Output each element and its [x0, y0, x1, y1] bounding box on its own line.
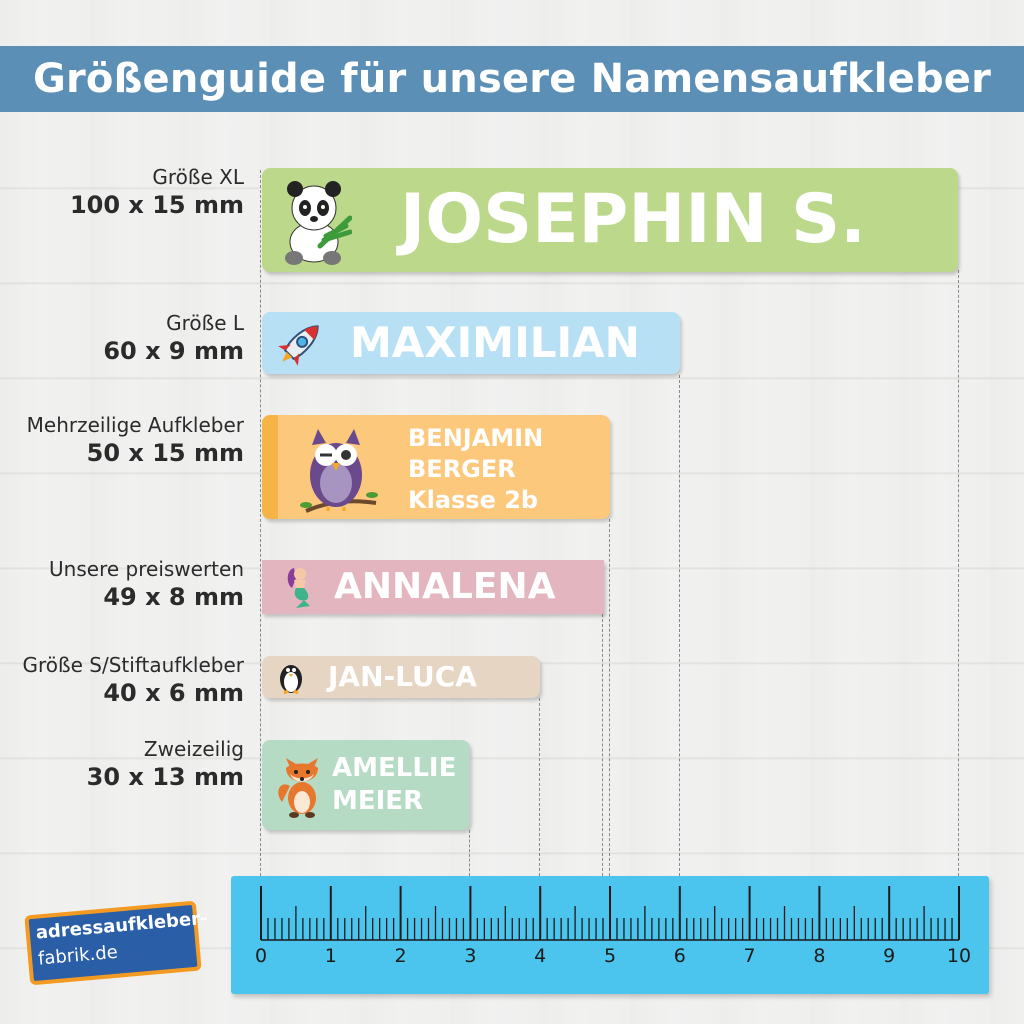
- sticker-text-line: Klasse 2b: [408, 486, 539, 514]
- sticker-text-line: BENJAMIN: [408, 424, 544, 452]
- size-label-s: Größe S/Stiftaufkleber 40 x 6 mm: [23, 652, 244, 708]
- ruler-label: 8: [813, 945, 825, 967]
- sticker-budget: ANNALENA: [262, 560, 604, 614]
- guide-line-3: [469, 830, 470, 876]
- ruler-label: 9: [883, 945, 895, 967]
- rocket-icon: [278, 325, 319, 366]
- sticker-text: JOSEPHIN S.: [400, 180, 866, 259]
- size-name: Mehrzeilige Aufkleber: [26, 413, 244, 437]
- sticker-text-block: BENJAMIN BERGER Klasse 2b: [408, 423, 543, 516]
- owl-icon: [300, 429, 378, 513]
- guide-line-4: [539, 698, 540, 876]
- guide-line-6: [679, 375, 680, 876]
- guide-line-0: [260, 170, 261, 876]
- ruler-label: 3: [464, 945, 476, 967]
- size-name: Größe L: [166, 311, 244, 335]
- size-label-twoline: Zweizeilig 30 x 13 mm: [87, 736, 244, 792]
- ruler: 0 1 2 3 4 5 6 7 8 9 10: [231, 876, 989, 994]
- sticker-xl: JOSEPHIN S.: [262, 168, 958, 272]
- ruler-label: 2: [395, 945, 407, 967]
- panda-icon: [285, 181, 352, 265]
- ruler-label: 7: [744, 945, 756, 967]
- size-dims: 30 x 13 mm: [86, 763, 244, 791]
- sticker-text-block: AMELLIE MEIER: [332, 752, 456, 818]
- guide-line-49: [602, 614, 603, 876]
- size-label-l: Größe L 60 x 9 mm: [103, 310, 244, 366]
- sticker-edge: [262, 415, 278, 519]
- guide-line-5: [609, 519, 610, 876]
- size-label-budget: Unsere preiswerten 49 x 8 mm: [49, 556, 244, 612]
- mermaid-icon: [287, 568, 310, 608]
- ruler-label: 0: [255, 945, 267, 967]
- sticker-twoline: AMELLIE MEIER: [262, 740, 470, 830]
- sticker-text-line: MEIER: [332, 786, 424, 816]
- ruler-scale: 0 1 2 3 4 5 6 7 8 9 10: [255, 886, 971, 967]
- sticker-s: JAN-LUCA: [262, 656, 540, 698]
- size-name: Größe XL: [152, 165, 244, 189]
- page-title: Größenguide für unsere Namensaufkleber: [0, 46, 1024, 112]
- size-name: Unsere preiswerten: [49, 557, 244, 581]
- sticker-text-line: BERGER: [408, 455, 516, 483]
- ruler-label: 5: [604, 945, 616, 967]
- size-dims: 40 x 6 mm: [103, 679, 244, 707]
- sticker-text: MAXIMILIAN: [350, 318, 640, 367]
- guide-line-10: [958, 270, 959, 876]
- sticker-multiline: BENJAMIN BERGER Klasse 2b: [262, 415, 610, 519]
- size-dims: 50 x 15 mm: [86, 439, 244, 467]
- penguin-icon: [280, 665, 302, 695]
- ruler-label: 4: [534, 945, 546, 967]
- size-label-multiline: Mehrzeilige Aufkleber 50 x 15 mm: [27, 412, 244, 468]
- ruler-label: 1: [325, 945, 337, 967]
- size-dims: 60 x 9 mm: [103, 337, 244, 365]
- fox-icon: [278, 758, 318, 818]
- size-dims: 100 x 15 mm: [69, 191, 244, 219]
- size-label-xl: Größe XL 100 x 15 mm: [70, 164, 244, 220]
- sticker-text: ANNALENA: [334, 566, 556, 607]
- ruler-label: 6: [674, 945, 686, 967]
- sticker-l: MAXIMILIAN: [262, 312, 680, 374]
- sticker-text: JAN-LUCA: [328, 660, 477, 693]
- sticker-text-line: AMELLIE: [332, 753, 457, 783]
- size-name: Größe S/Stiftaufkleber: [22, 653, 244, 677]
- size-name: Zweizeilig: [143, 737, 244, 761]
- brand-logo: adressaufkleber- fabrik.de: [24, 900, 208, 986]
- size-dims: 49 x 8 mm: [103, 583, 244, 611]
- ruler-label: 10: [947, 945, 971, 967]
